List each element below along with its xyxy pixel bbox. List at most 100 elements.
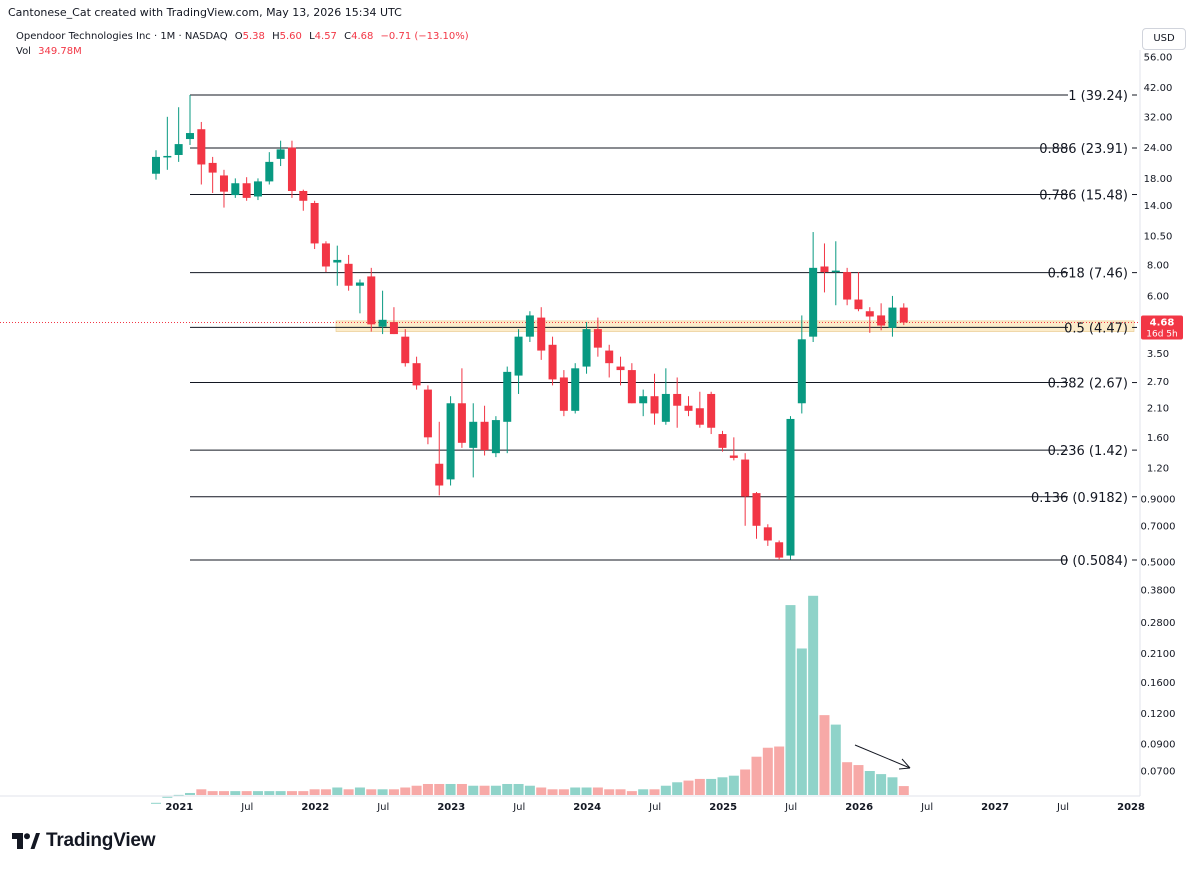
price-tick-label: 2.70	[1147, 377, 1169, 388]
volume-bar	[502, 783, 513, 795]
highlight-zone-layer	[0, 320, 1140, 332]
fib-label: 0.886 (23.91)	[1039, 142, 1128, 157]
volume-bar	[162, 796, 173, 798]
price-tick-label: 18.00	[1144, 174, 1173, 185]
time-tick-label: 2024	[573, 802, 601, 813]
price-tick-label: 0.5000	[1141, 557, 1176, 568]
candle-body	[469, 421, 478, 448]
candle-body	[367, 276, 376, 325]
currency-button[interactable]: USD	[1142, 28, 1186, 50]
time-tick-label: 2025	[709, 802, 737, 813]
price-tick-label: 10.50	[1144, 232, 1173, 243]
volume-bar	[400, 787, 411, 795]
candle-body	[219, 175, 228, 192]
volume-tick-label: 0.0900	[1141, 740, 1176, 751]
candle-body	[559, 377, 568, 411]
last-price-tag	[1141, 315, 1183, 340]
volume-tick-label: 0.1600	[1141, 678, 1176, 689]
candle-body	[435, 463, 444, 486]
candle-body	[401, 336, 410, 364]
candle-body	[582, 329, 591, 367]
candle-body	[650, 396, 659, 414]
price-tick-label: 1.60	[1147, 433, 1169, 444]
candle-body	[152, 156, 160, 174]
candle-body	[786, 418, 795, 556]
volume-bar	[694, 778, 705, 795]
volume-bar	[241, 791, 252, 795]
time-tick-label: 2026	[845, 802, 873, 813]
candle-body	[695, 408, 704, 425]
volume-bar	[207, 791, 218, 795]
candle-body	[775, 542, 784, 558]
time-tick-label: Jul	[1056, 802, 1069, 813]
volume-bar	[660, 785, 671, 795]
volume-tick-label: 0.0700	[1141, 767, 1176, 778]
candle-body	[843, 272, 852, 300]
fib-label: 0.618 (7.46)	[1048, 267, 1128, 282]
candle-body	[242, 183, 251, 198]
volume-bar	[173, 794, 184, 796]
candle-body	[820, 266, 829, 273]
attribution-header: Cantonese_Cat created with TradingView.c…	[8, 6, 402, 19]
volume-bar	[649, 789, 660, 795]
volume-bar	[683, 780, 694, 795]
price-tick-label: 3.50	[1147, 349, 1169, 360]
volume-bar	[842, 762, 853, 795]
candle-body	[537, 317, 546, 351]
candle-body	[231, 183, 240, 196]
volume-bar	[547, 789, 558, 795]
candle-body	[503, 371, 512, 422]
volume-bar	[411, 785, 422, 795]
volume-bar	[286, 791, 297, 795]
candle-body	[571, 368, 580, 411]
candle-body	[661, 393, 670, 422]
volume-tick-label: 0.2800	[1141, 618, 1176, 629]
time-tick-label: 2022	[301, 802, 329, 813]
time-tick-label: 2023	[437, 802, 465, 813]
volume-bar	[298, 791, 309, 795]
volume-bar	[751, 756, 762, 795]
trend-arrow-head	[898, 758, 911, 770]
candle-body	[854, 299, 863, 310]
volume-bar	[468, 785, 479, 795]
volume-bar	[796, 648, 807, 795]
volume-bar	[377, 789, 388, 795]
volume-bar	[343, 789, 354, 795]
candle-body	[809, 267, 818, 337]
candle-body	[877, 315, 886, 326]
candle-body	[412, 363, 421, 386]
volume-bar	[151, 802, 161, 804]
trend-arrow-line	[854, 744, 911, 769]
volume-bar	[774, 746, 785, 795]
time-tick-label: 2021	[165, 802, 193, 813]
volume-bar	[592, 787, 603, 795]
candle-body	[378, 319, 387, 327]
candle-body	[480, 421, 489, 451]
price-tick-label: 14.00	[1144, 201, 1173, 212]
candle-body	[639, 396, 648, 404]
candle-body	[174, 144, 183, 155]
volume-bar	[864, 771, 875, 795]
volume-bar	[445, 783, 456, 795]
candle-body	[287, 147, 296, 191]
volume-bar	[570, 787, 581, 795]
candle-body	[423, 389, 432, 438]
ohlc-low: L4.57	[309, 31, 337, 42]
tradingview-logo[interactable]: TradingView	[12, 830, 156, 852]
last-price-tag-countdown: 16d 5h	[1146, 330, 1177, 340]
volume-bar	[524, 785, 535, 795]
price-tick-label: 24.00	[1144, 143, 1173, 154]
volume-bar	[252, 791, 263, 795]
tradingview-logo-icon	[12, 833, 40, 849]
fib-label: 0.786 (15.48)	[1039, 189, 1128, 204]
candle-body	[253, 181, 262, 197]
candle-body	[718, 434, 727, 448]
candle-body	[321, 243, 330, 267]
volume-tick-label: 0.1200	[1141, 709, 1176, 720]
volume-bar	[558, 789, 569, 795]
candle-body	[899, 307, 908, 323]
volume-bar	[762, 747, 773, 795]
candle-body	[525, 315, 534, 337]
